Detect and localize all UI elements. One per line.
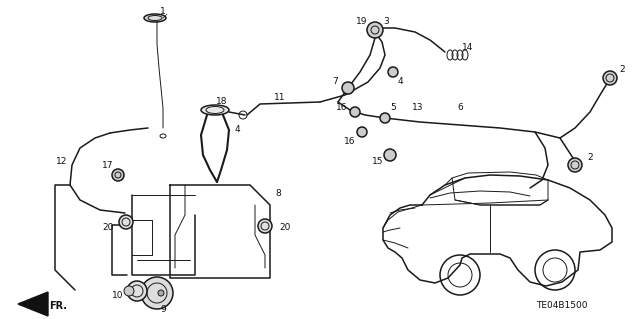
Circle shape	[384, 149, 396, 161]
Text: 20: 20	[102, 224, 114, 233]
Text: 12: 12	[56, 158, 68, 167]
Circle shape	[342, 82, 354, 94]
Text: 20: 20	[279, 224, 291, 233]
Text: 11: 11	[275, 93, 285, 102]
Text: 17: 17	[102, 160, 114, 169]
Text: 2: 2	[619, 65, 625, 75]
Text: 18: 18	[216, 97, 228, 106]
Circle shape	[380, 113, 390, 123]
Ellipse shape	[144, 14, 166, 22]
Text: 9: 9	[160, 306, 166, 315]
Circle shape	[258, 219, 272, 233]
Text: 3: 3	[383, 18, 389, 26]
Circle shape	[141, 277, 173, 309]
Circle shape	[112, 169, 124, 181]
Text: 5: 5	[390, 103, 396, 113]
Text: FR.: FR.	[49, 301, 67, 311]
Circle shape	[388, 67, 398, 77]
Ellipse shape	[201, 105, 229, 115]
Text: 15: 15	[372, 158, 384, 167]
Circle shape	[367, 22, 383, 38]
Text: 13: 13	[412, 103, 424, 113]
Text: 2: 2	[587, 153, 593, 162]
Text: 4: 4	[397, 78, 403, 86]
Circle shape	[127, 281, 147, 301]
Polygon shape	[18, 292, 48, 316]
Circle shape	[119, 215, 133, 229]
Circle shape	[350, 107, 360, 117]
Text: 10: 10	[112, 291, 124, 300]
Text: 6: 6	[457, 103, 463, 113]
Text: 4: 4	[234, 125, 240, 135]
Text: TE04B1500: TE04B1500	[536, 300, 588, 309]
Text: 14: 14	[462, 43, 474, 53]
Circle shape	[158, 290, 164, 296]
Circle shape	[357, 127, 367, 137]
Circle shape	[603, 71, 617, 85]
Text: 7: 7	[332, 78, 338, 86]
Text: 16: 16	[336, 103, 348, 113]
Text: 19: 19	[356, 18, 368, 26]
Text: 1: 1	[160, 8, 166, 17]
Circle shape	[124, 286, 134, 296]
Text: 8: 8	[275, 189, 281, 197]
Circle shape	[568, 158, 582, 172]
Text: 16: 16	[344, 137, 356, 146]
